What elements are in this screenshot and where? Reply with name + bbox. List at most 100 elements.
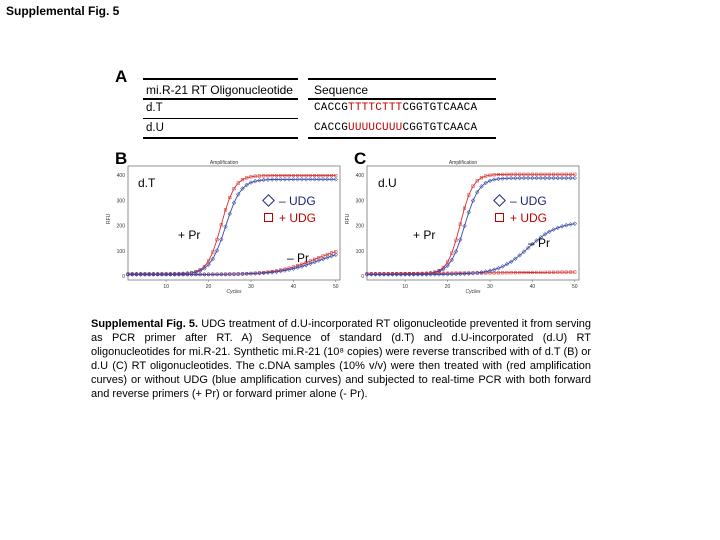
plot-b-curve-plus-udg-plus-pr-point [223, 208, 228, 212]
plot-c: Amplification RFU Cycles 10 20 30 40 50 400 30… [345, 160, 580, 295]
plot-b-curve-minus-udg-minus-pr-point [240, 271, 245, 277]
x-tick-label: 30 [248, 284, 254, 290]
plot-b-curve-minus-udg-minus-pr-point [202, 272, 207, 277]
plot-c-curve-minus-udg-minus-pr-point [521, 249, 527, 254]
plot-b-curve-minus-udg-plus-pr-point [253, 179, 258, 184]
plot-c-curve-plus-udg-plus-pr-point [535, 172, 539, 176]
plot-c-curve-minus-udg-plus-pr-point [492, 177, 497, 182]
plot-c-curve-minus-udg-minus-pr-point [381, 272, 387, 277]
plot-c-curve-minus-udg-minus-pr-point [466, 271, 471, 276]
plot-c-frame [366, 165, 580, 281]
plot-b-curve-plus-udg-plus-pr-point [240, 178, 245, 182]
plot-c-curve-minus-udg-minus-pr-point [513, 256, 518, 261]
plot-c-curve-minus-udg-plus-pr-point [517, 175, 522, 181]
plot-b-curve-minus-udg-minus-pr-point [278, 268, 283, 274]
x-tick-label: 20 [445, 284, 451, 290]
plot-b-curve-plus-udg-plus-pr-point [232, 187, 236, 191]
diamond-icon [262, 194, 275, 207]
plot-b-curve-plus-udg-minus-pr-point [304, 261, 308, 265]
plot-b-curve-minus-udg-plus-pr-point [329, 177, 334, 182]
plot-c-curve-plus-udg-plus-pr-point [501, 172, 505, 176]
plot-c-curve-minus-udg-plus-pr-point [466, 210, 471, 215]
x-tick-label: 50 [333, 284, 339, 290]
plot-c-curve-minus-udg-minus-pr-point [551, 227, 556, 232]
plot-b-curve-minus-udg-plus-pr-point [312, 177, 317, 182]
plot-b-curve-minus-udg-plus-pr-point [214, 248, 220, 253]
plot-b-curve-minus-udg-minus-pr-point [286, 267, 292, 272]
plot-c-curve-minus-udg-plus-pr-point [445, 263, 450, 268]
plot-c-curve-minus-udg-minus-pr-point [479, 270, 484, 275]
plot-c-curve-plus-udg-plus-pr-point [547, 172, 551, 176]
plot-c-curve-plus-udg-plus-pr-point [496, 172, 500, 177]
plot-c-curves [364, 172, 577, 277]
plot-b-title: Amplification [210, 160, 239, 166]
plot-b-curve-minus-udg-plus-pr-point [197, 268, 203, 273]
plot-c-label: d.U [378, 176, 397, 190]
plot-c-curve-minus-udg-plus-pr-point [470, 198, 476, 203]
plot-b-curve-plus-udg-plus-pr-point [329, 174, 334, 178]
plot-c-curve-plus-udg-minus-pr-point [564, 270, 568, 274]
table-header-rule-left [143, 98, 298, 100]
plot-c-curve-minus-udg-minus-pr-point [555, 225, 560, 230]
plot-c-curve-minus-udg-minus-pr-point [432, 272, 438, 277]
plot-b-curve-minus-udg-plus-pr-point [291, 177, 296, 182]
plot-c-curve-minus-udg-minus-pr-point [504, 262, 510, 267]
plot-b-frame [127, 165, 341, 281]
plot-c-curve-plus-udg-minus-pr-point [535, 270, 539, 274]
plot-b-curve-minus-udg-plus-pr-point [274, 177, 279, 182]
plot-c-curve-minus-udg-plus-pr-point [453, 249, 459, 254]
plot-c-curve-minus-udg-minus-pr-point [530, 242, 535, 247]
plot-c-curve-minus-udg-plus-pr-point [525, 175, 531, 181]
plot-c-pr-plus: + Pr [413, 228, 436, 242]
plot-c-curve-plus-udg-plus-pr-point [573, 172, 577, 176]
plot-c-curve-minus-udg-plus-pr-point [551, 175, 556, 181]
plot-c-legend-minus: – UDG [493, 194, 547, 208]
plot-c-curve-minus-udg-minus-pr-point [373, 272, 378, 277]
plot-c-curve-minus-udg-plus-pr-point [568, 175, 573, 181]
plot-c-curve-plus-udg-plus-pr-point [446, 260, 450, 264]
plot-c-curve-plus-udg-minus-pr-point [547, 270, 551, 274]
plot-b-curve-minus-udg-plus-pr-point [333, 177, 338, 182]
plot-b-curve-plus-udg-plus-pr-point [211, 250, 215, 254]
plot-b-curve-plus-udg-minus-pr-point [308, 259, 312, 263]
plot-c-curve-plus-udg-plus-pr-point [492, 173, 496, 177]
plot-c-curve-plus-udg-plus-pr-point [454, 238, 458, 242]
plot-b-curve-minus-udg-minus-pr-point [312, 259, 317, 265]
plot-c-curve-plus-udg-plus-pr-point [471, 184, 475, 188]
plot-c-curve-minus-udg-minus-pr-point [364, 272, 370, 277]
y-tick-label: 200 [356, 224, 365, 230]
plot-c-curve-minus-udg-minus-pr-point [390, 272, 395, 277]
plot-c-curve-plus-udg-minus-pr-point [568, 270, 573, 274]
plot-c-curve-minus-udg-minus-pr-point [377, 272, 382, 277]
diamond-icon [493, 194, 506, 207]
plot-c-curve-minus-udg-plus-pr-point [521, 175, 527, 181]
plot-b-curve-plus-udg-plus-pr-point [291, 174, 295, 178]
plot-b-curve-plus-udg-plus-pr-point [266, 174, 270, 178]
plot-b-curve-minus-udg-plus-pr-point [206, 262, 211, 267]
plot-b-curve-minus-udg-minus-pr-point [206, 272, 211, 277]
plot-b-curve-minus-udg-plus-pr-point [244, 182, 249, 188]
plot-c-curve-minus-udg-plus-pr-point [487, 178, 493, 184]
plot-c-curve-minus-udg-plus-pr-point [538, 175, 544, 181]
plot-b-curve-minus-udg-plus-pr-point [210, 256, 215, 262]
plot-c-curve-minus-udg-minus-pr-point [492, 267, 497, 272]
plot-b-curve-plus-udg-minus-pr-point [296, 264, 300, 268]
plot-b-curve-minus-udg-minus-pr-point [151, 272, 156, 277]
plot-c-curve-minus-udg-plus-pr-point [441, 266, 446, 272]
plot-c-curve-plus-udg-plus-pr-point [552, 172, 556, 176]
plot-c-curve-plus-udg-plus-pr-point [488, 173, 492, 177]
plot-b-curve-minus-udg-minus-pr-point [142, 272, 148, 277]
x-tick-label: 30 [487, 284, 493, 290]
plot-b-curve-minus-udg-plus-pr-point [219, 237, 224, 242]
table-row-dt-sequence: CACCGTTTTCTTTCGGTGTCAACA [314, 102, 478, 114]
plot-c-curve-minus-udg-minus-pr [367, 223, 575, 275]
plot-b-curve-plus-udg-plus-pr-point [308, 174, 312, 178]
plot-c-curve-plus-udg-minus-pr-point [505, 271, 509, 275]
plot-b-curve-minus-udg-minus-pr-point [155, 272, 160, 277]
plot-b-curve-minus-udg-plus-pr-point [231, 200, 237, 205]
table-top-rule-right [308, 78, 496, 80]
plot-c-curve-minus-udg-plus-pr-point [458, 237, 463, 242]
plot-c-curve-minus-udg-plus-pr-point [513, 175, 518, 181]
plot-c-curve-minus-udg-minus-pr-point [411, 272, 416, 277]
plot-c-curve-plus-udg-plus-pr-point [484, 174, 488, 178]
